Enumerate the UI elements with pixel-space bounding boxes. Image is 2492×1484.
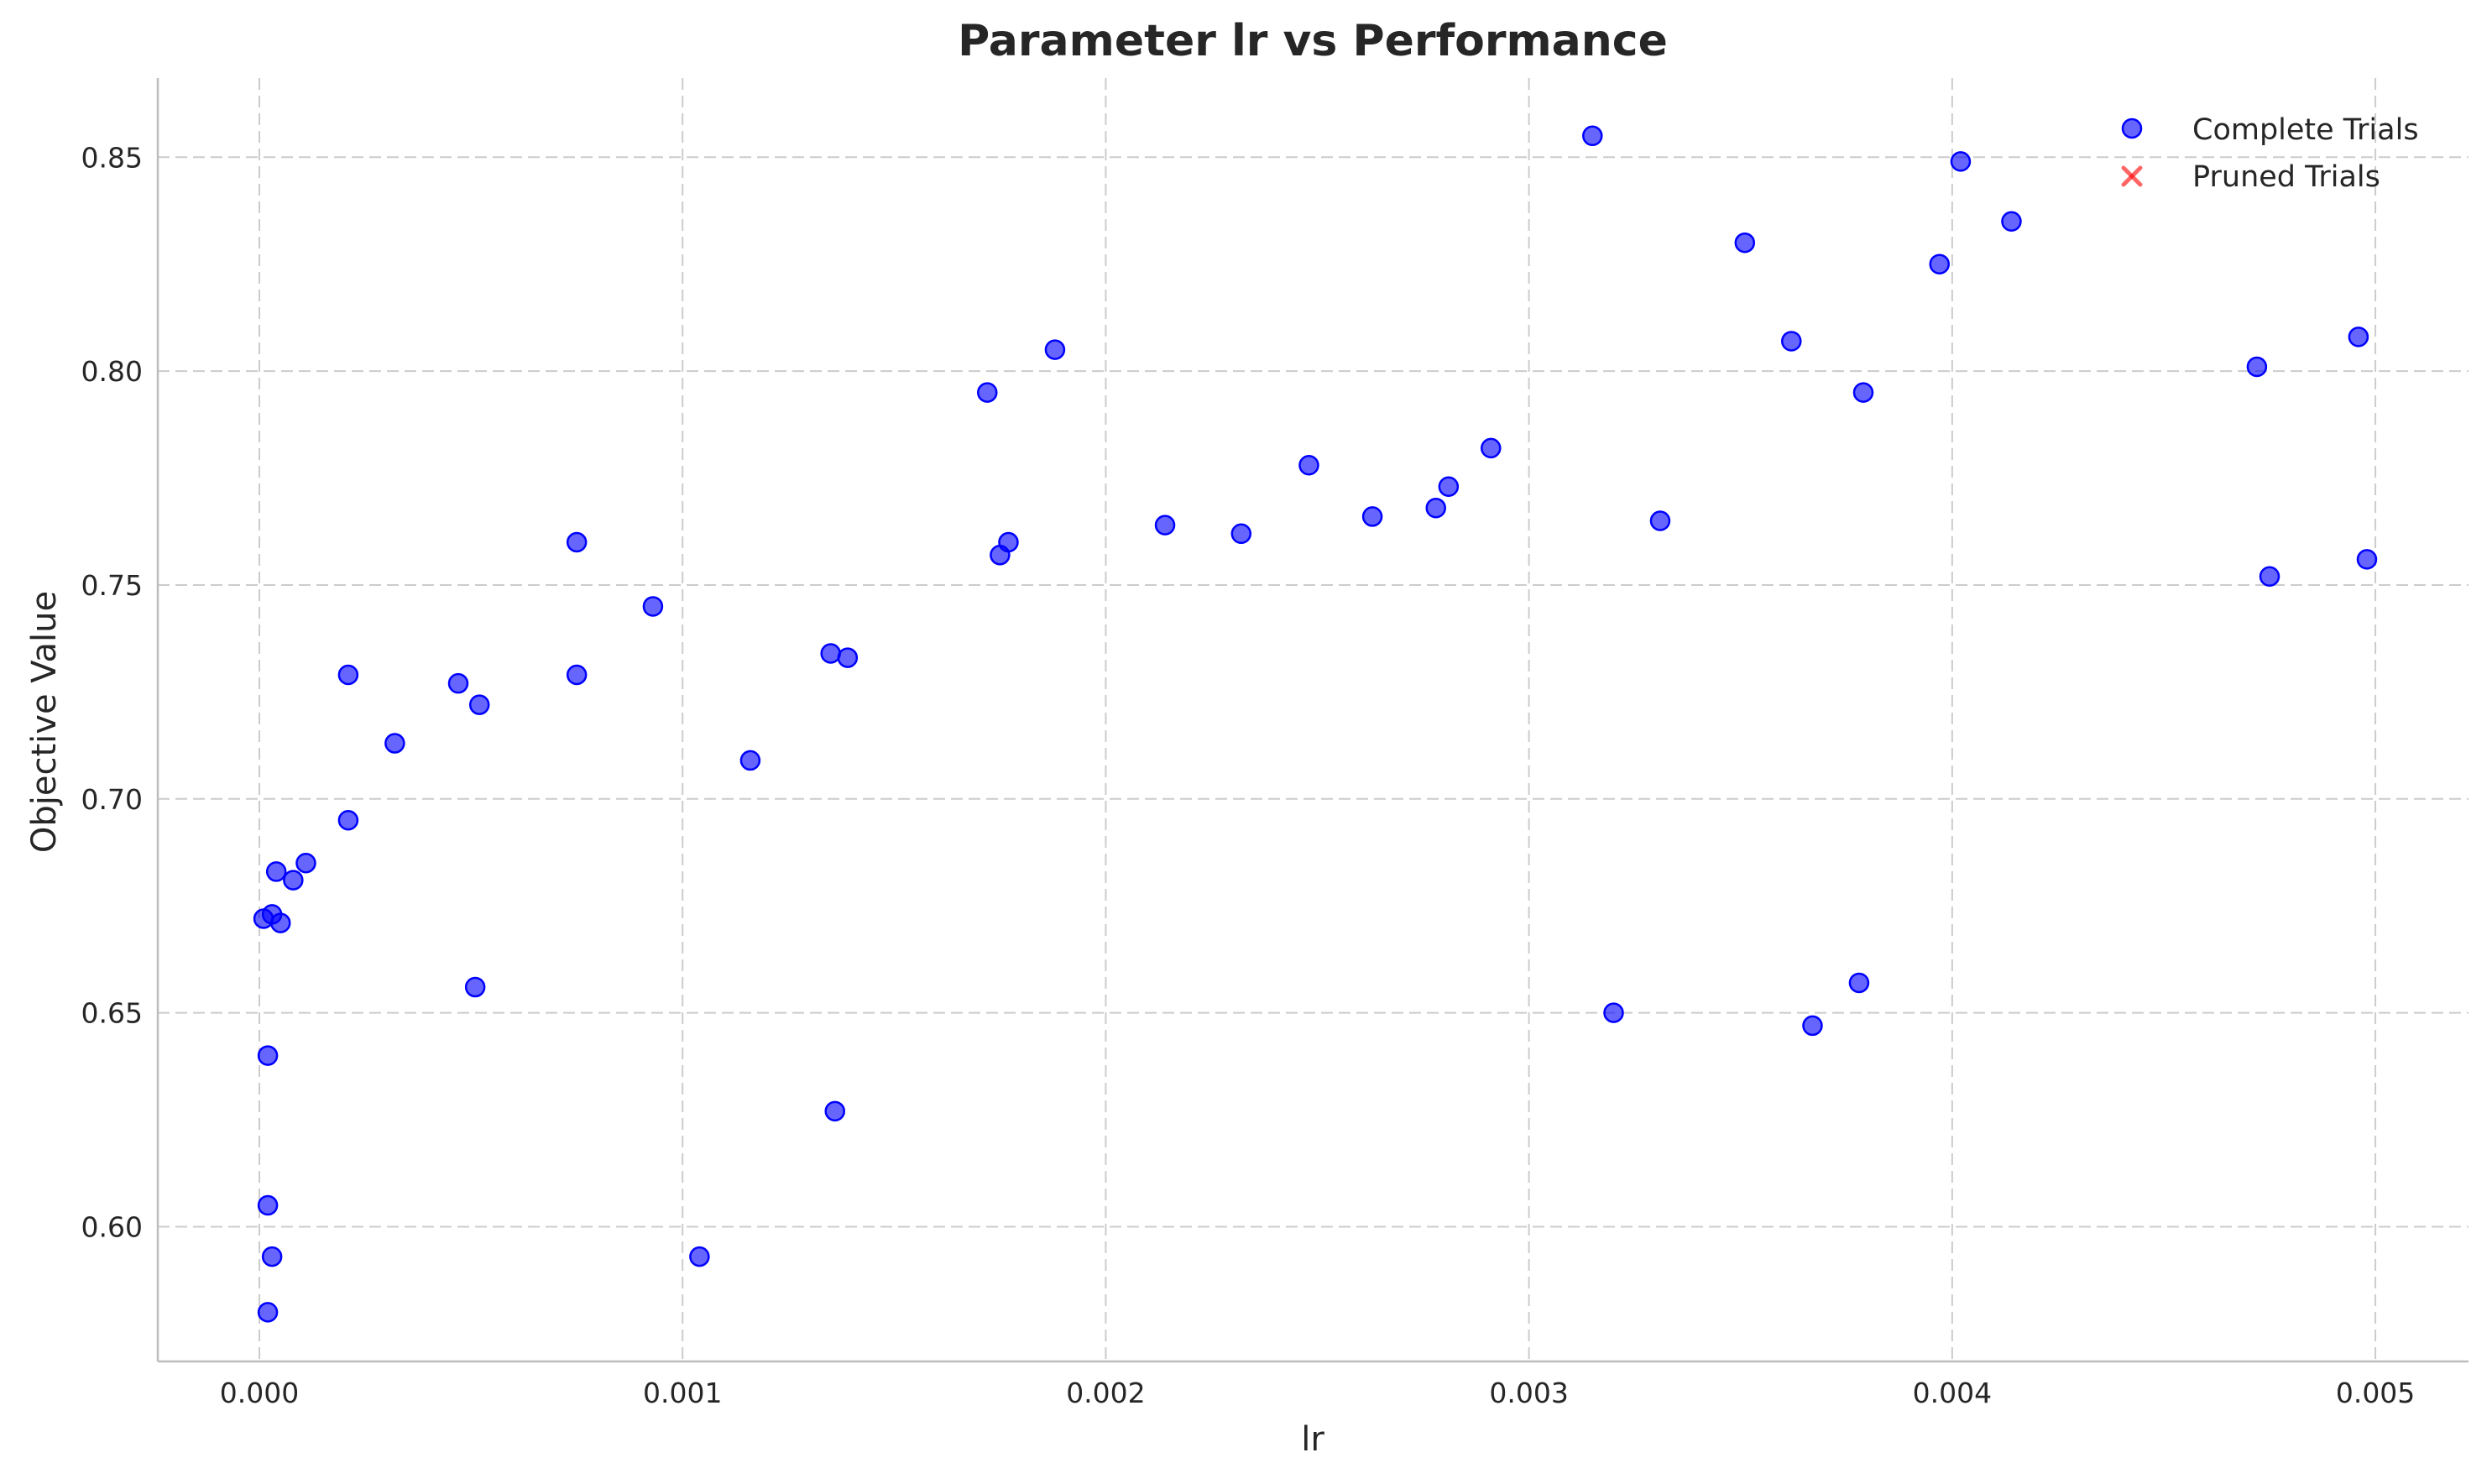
data-point [1734,232,1756,253]
data-point [1361,506,1383,527]
data-point [1848,972,1870,994]
y-axis-label: Objective Value [25,591,64,853]
y-tick-labels: 0.60 0.65 0.70 0.75 0.80 0.85 [81,141,143,1243]
data-point [257,1194,279,1216]
data-point [1154,515,1176,536]
data-point [269,912,291,933]
data-point [1438,476,1460,497]
y-tick-label: 0.85 [81,141,143,174]
data-point [837,647,859,668]
y-tick-label: 0.75 [81,569,143,602]
data-point [566,664,588,686]
legend-pruned-label: Pruned Trials [2192,160,2380,194]
y-tick-label: 0.60 [81,1210,143,1243]
data-point [1603,1002,1624,1023]
data-point [739,750,761,771]
data-point [464,976,486,998]
legend-complete-marker [2121,118,2143,139]
chart-title: Parameter lr vs Performance [958,16,1668,66]
data-point [261,1246,283,1267]
x-tick-label: 0.001 [643,1377,722,1409]
data-point [689,1246,710,1267]
data-point [468,694,490,715]
data-point [1425,497,1446,519]
data-point [384,733,405,754]
data-point [1044,339,1066,360]
data-point [337,810,359,831]
data-point [1802,1015,1823,1037]
data-point [1852,382,1874,403]
data-point [1781,331,1802,352]
data-point [265,861,287,882]
data-point [1230,523,1252,545]
data-point [977,382,998,403]
data-point [283,870,304,891]
x-axis-label: lr [1301,1420,1324,1459]
data-point [1481,437,1502,459]
x-tick-label: 0.000 [220,1377,299,1409]
data-point [2356,549,2378,570]
data-point [2348,327,2369,347]
data-point [566,531,588,553]
legend: Complete Trials Pruned Trials [2121,113,2419,194]
data-point [2259,566,2280,588]
data-point [295,852,316,874]
data-point [1582,125,1603,147]
data-point [337,664,359,686]
legend-pruned-marker [2121,165,2143,187]
x-tick-label: 0.002 [1066,1377,1145,1409]
data-points [253,125,2378,1323]
data-point [2246,356,2268,378]
data-point [447,672,469,694]
y-tick-label: 0.65 [81,997,143,1030]
y-tick-label: 0.80 [81,355,143,388]
legend-complete-label: Complete Trials [2192,113,2419,147]
data-point [998,531,1019,553]
data-point [1649,510,1671,531]
data-point [820,643,841,664]
data-point [257,1045,279,1066]
x-tick-label: 0.004 [1913,1377,1992,1409]
data-point [257,1302,279,1323]
x-tick-labels: 0.000 0.001 0.002 0.003 0.004 0.005 [220,1377,2416,1409]
x-tick-label: 0.003 [1489,1377,1568,1409]
data-point [1929,253,1950,274]
data-point [2001,211,2022,232]
x-tick-label: 0.005 [2336,1377,2415,1409]
data-point [1298,454,1319,476]
data-point [1950,151,1972,172]
data-point [642,596,664,617]
grid-lines [158,78,2468,1361]
data-point [824,1100,845,1122]
y-tick-label: 0.70 [81,783,143,816]
